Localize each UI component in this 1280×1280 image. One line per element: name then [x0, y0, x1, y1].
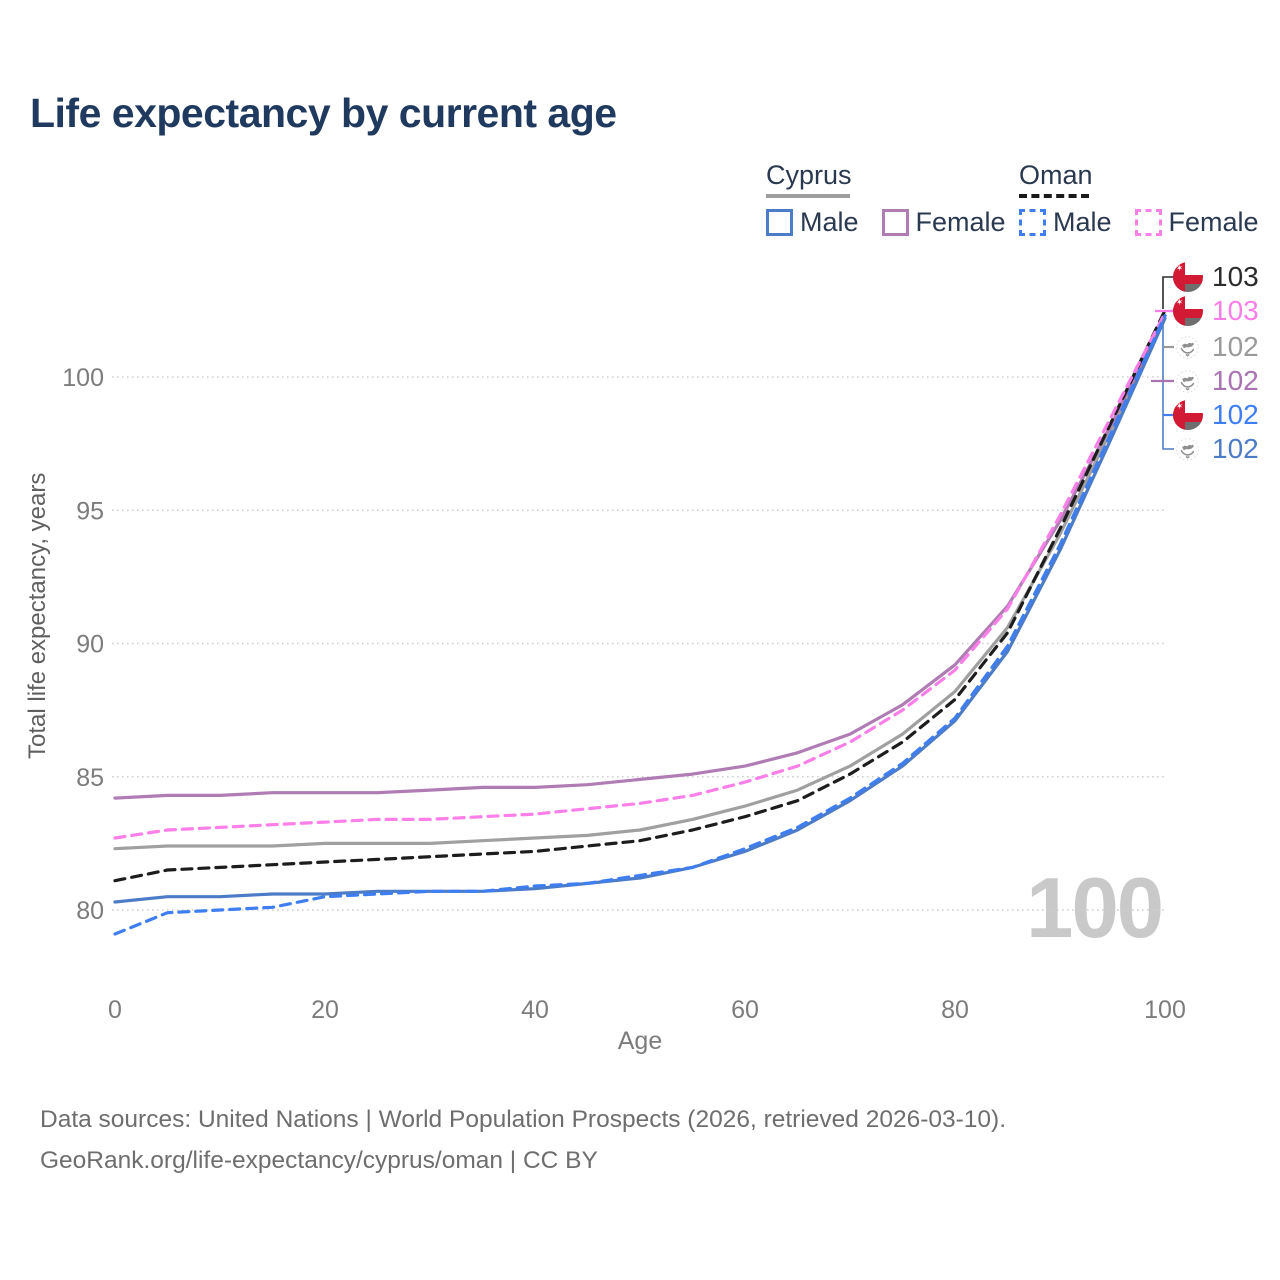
x-tick-20: 20	[311, 996, 339, 1024]
oman-flag-icon	[1172, 262, 1203, 293]
x-tick-100: 100	[1144, 996, 1186, 1024]
series-line-oman-female	[113, 311, 1167, 840]
oman-flag-icon	[1172, 296, 1203, 327]
legend-group-cyprus: Cyprus Male Female	[766, 160, 1022, 238]
cyprus-flag-icon	[1172, 332, 1203, 363]
cyprus-female-swatch-icon	[881, 209, 909, 236]
x-axis-title: Age	[617, 1027, 663, 1055]
series-line-cyprus-male	[113, 316, 1167, 904]
y-tick-90: 90	[76, 631, 104, 659]
series-line-oman-both-sexes	[113, 308, 1167, 883]
legend-oman-female-label: Female	[1168, 207, 1259, 237]
y-tick-85: 85	[76, 764, 104, 792]
end-label-oman-female: 103	[1172, 293, 1259, 329]
end-value-cyprus-total: 102	[1212, 331, 1259, 362]
oman-flag-icon	[1172, 400, 1203, 431]
legend-oman-male-label: Male	[1053, 207, 1112, 237]
leader-cyprus-male	[1162, 319, 1174, 450]
end-label-oman-total: 103	[1172, 259, 1259, 295]
end-value-cyprus-male: 102	[1212, 433, 1259, 464]
legend-group-oman: Oman Male Female	[1019, 160, 1275, 238]
x-tick-60: 60	[731, 996, 759, 1024]
y-axis-title: Total life expectancy, years	[24, 472, 51, 760]
series-line-oman-male	[113, 314, 1167, 936]
end-label-cyprus-male: 102	[1172, 431, 1259, 467]
series-line-cyprus-female	[113, 314, 1167, 800]
cyprus-flag-icon	[1172, 366, 1203, 397]
data-sources-note: Data sources: United Nations | World Pop…	[40, 1106, 1007, 1133]
legend-cyprus-male-label: Male	[800, 207, 859, 237]
end-value-oman-female: 103	[1212, 295, 1259, 326]
legend-item-cyprus-male[interactable]: Male	[766, 207, 875, 238]
attribution-note: GeoRank.org/life-expectancy/cyprus/oman …	[40, 1147, 598, 1174]
end-label-cyprus-female: 102	[1172, 363, 1259, 399]
y-tick-100: 100	[62, 364, 104, 392]
legend-item-cyprus-female[interactable]: Female	[881, 207, 1022, 238]
oman-female-swatch-icon	[1134, 209, 1162, 236]
page-title: Life expectancy by current age	[30, 90, 617, 136]
x-tick-40: 40	[521, 996, 549, 1024]
x-tick-0: 0	[108, 996, 122, 1024]
legend-cyprus-title: Cyprus	[766, 160, 852, 190]
x-tick-80: 80	[941, 996, 969, 1024]
y-tick-80: 80	[76, 897, 104, 925]
end-value-oman-total: 103	[1212, 261, 1259, 292]
end-value-oman-male: 102	[1212, 399, 1259, 430]
hover-age-watermark: 100	[1026, 861, 1164, 956]
legend-cyprus-female-label: Female	[915, 207, 1006, 237]
legend-item-oman-male[interactable]: Male	[1019, 207, 1128, 238]
legend-oman-linestyle-sample	[1019, 194, 1089, 198]
legend-oman-title: Oman	[1019, 160, 1093, 190]
legend-cyprus-linestyle-sample	[766, 194, 850, 198]
leader-oman-total	[1162, 276, 1174, 309]
series-line-cyprus-both-sexes	[113, 314, 1167, 851]
cyprus-flag-icon	[1172, 434, 1203, 465]
end-value-cyprus-female: 102	[1212, 365, 1259, 396]
end-label-oman-male: 102	[1172, 397, 1259, 433]
end-label-cyprus-total: 102	[1172, 329, 1259, 365]
y-tick-95: 95	[76, 497, 104, 525]
oman-male-swatch-icon	[1019, 209, 1046, 236]
cyprus-male-swatch-icon	[766, 209, 793, 236]
legend-item-oman-female[interactable]: Female	[1134, 207, 1275, 238]
